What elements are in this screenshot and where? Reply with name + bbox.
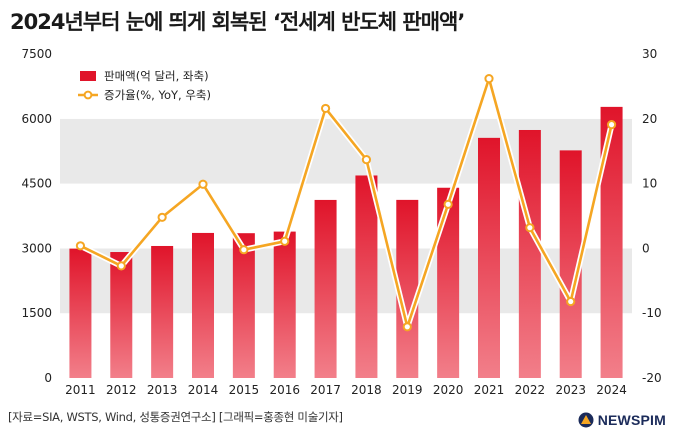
- y-left-tick-label: 0: [44, 371, 52, 385]
- legend-bar-label: 판매액(억 달러, 좌축): [104, 69, 209, 83]
- bar: [518, 129, 541, 378]
- y-right-tick-label: -10: [642, 306, 662, 320]
- line-point: [443, 199, 453, 209]
- newspim-logo-text: NEWSPIM: [597, 412, 666, 428]
- axes: 2011 2012 2013 2014 2015 2016 2017 2018 2019 2020…: [21, 47, 661, 397]
- bar-series: [69, 106, 623, 378]
- legend: 판매액(억 달러, 좌축) 증가율(%, YoY, 우축): [78, 69, 211, 102]
- x-tick-label: 2021: [474, 383, 505, 397]
- bar: [110, 252, 133, 378]
- x-tick-label: 2012: [106, 383, 137, 397]
- line-series: [75, 74, 617, 332]
- x-tick-label: 2022: [515, 383, 546, 397]
- y-right-tick-label: 10: [642, 177, 657, 191]
- bar: [437, 187, 460, 378]
- x-tick-label: 2011: [65, 383, 96, 397]
- bar: [192, 232, 214, 378]
- newspim-logo-mark-icon: [578, 412, 594, 428]
- newspim-logo: NEWSPIM: [578, 412, 666, 428]
- y-left-tick-label: 3000: [21, 241, 52, 255]
- x-tick-label: 2015: [229, 383, 260, 397]
- line-point: [75, 241, 86, 251]
- source-note: [자료=SIA, WSTS, Wind, 성통증권연구소] [그래픽=홍종현 미…: [8, 410, 343, 424]
- x-tick-label: 2020: [433, 383, 464, 397]
- line-point: [525, 223, 535, 233]
- plot-background-bands: [60, 54, 632, 378]
- grid-band: [60, 118, 632, 184]
- y-right-tick-label: -20: [642, 371, 662, 385]
- x-tick-label: 2024: [596, 383, 627, 397]
- line-point: [198, 179, 208, 189]
- line-point: [402, 322, 412, 332]
- bar: [69, 248, 92, 378]
- y-left-tick-label: 6000: [21, 112, 52, 126]
- line-point: [361, 155, 372, 165]
- line-point: [320, 103, 331, 114]
- x-tick-label: 2016: [269, 383, 300, 397]
- line-point: [606, 120, 617, 130]
- line-point: [566, 296, 576, 307]
- y-left-tick-label: 7500: [21, 47, 52, 61]
- legend-bar-swatch: [80, 71, 96, 81]
- chart-title: 2024년부터 눈에 띄게 회복된 ‘전세계 반도체 판매액’: [10, 10, 465, 34]
- growth-line: [79, 77, 613, 329]
- line-point: [157, 212, 167, 222]
- x-tick-label: 2013: [147, 383, 178, 397]
- line-point: [116, 261, 126, 271]
- grid-band: [60, 54, 632, 119]
- line-point: [239, 245, 249, 255]
- bar: [151, 245, 174, 378]
- bar: [600, 106, 623, 378]
- line-point: [484, 74, 494, 84]
- bar: [314, 199, 337, 378]
- bar: [232, 233, 255, 378]
- x-tick-label: 2019: [392, 383, 423, 397]
- x-tick-label: 2023: [555, 383, 586, 397]
- grid-band: [60, 313, 632, 378]
- bar: [273, 231, 296, 378]
- y-right-tick-label: 0: [642, 241, 650, 255]
- bar: [478, 137, 500, 378]
- y-right-tick-label: 20: [642, 112, 657, 126]
- y-right-tick-label: 30: [642, 47, 657, 61]
- x-tick-label: 2018: [351, 383, 382, 397]
- legend-line-marker: [83, 90, 93, 100]
- line-point: [280, 236, 290, 246]
- y-left-tick-label: 4500: [21, 177, 52, 191]
- x-tick-label: 2017: [310, 383, 341, 397]
- bar: [559, 150, 582, 378]
- x-tick-label: 2014: [188, 383, 219, 397]
- bar: [396, 199, 419, 378]
- y-left-tick-label: 1500: [21, 306, 52, 320]
- legend-line-label: 증가율(%, YoY, 우축): [104, 88, 211, 102]
- bar: [355, 175, 378, 378]
